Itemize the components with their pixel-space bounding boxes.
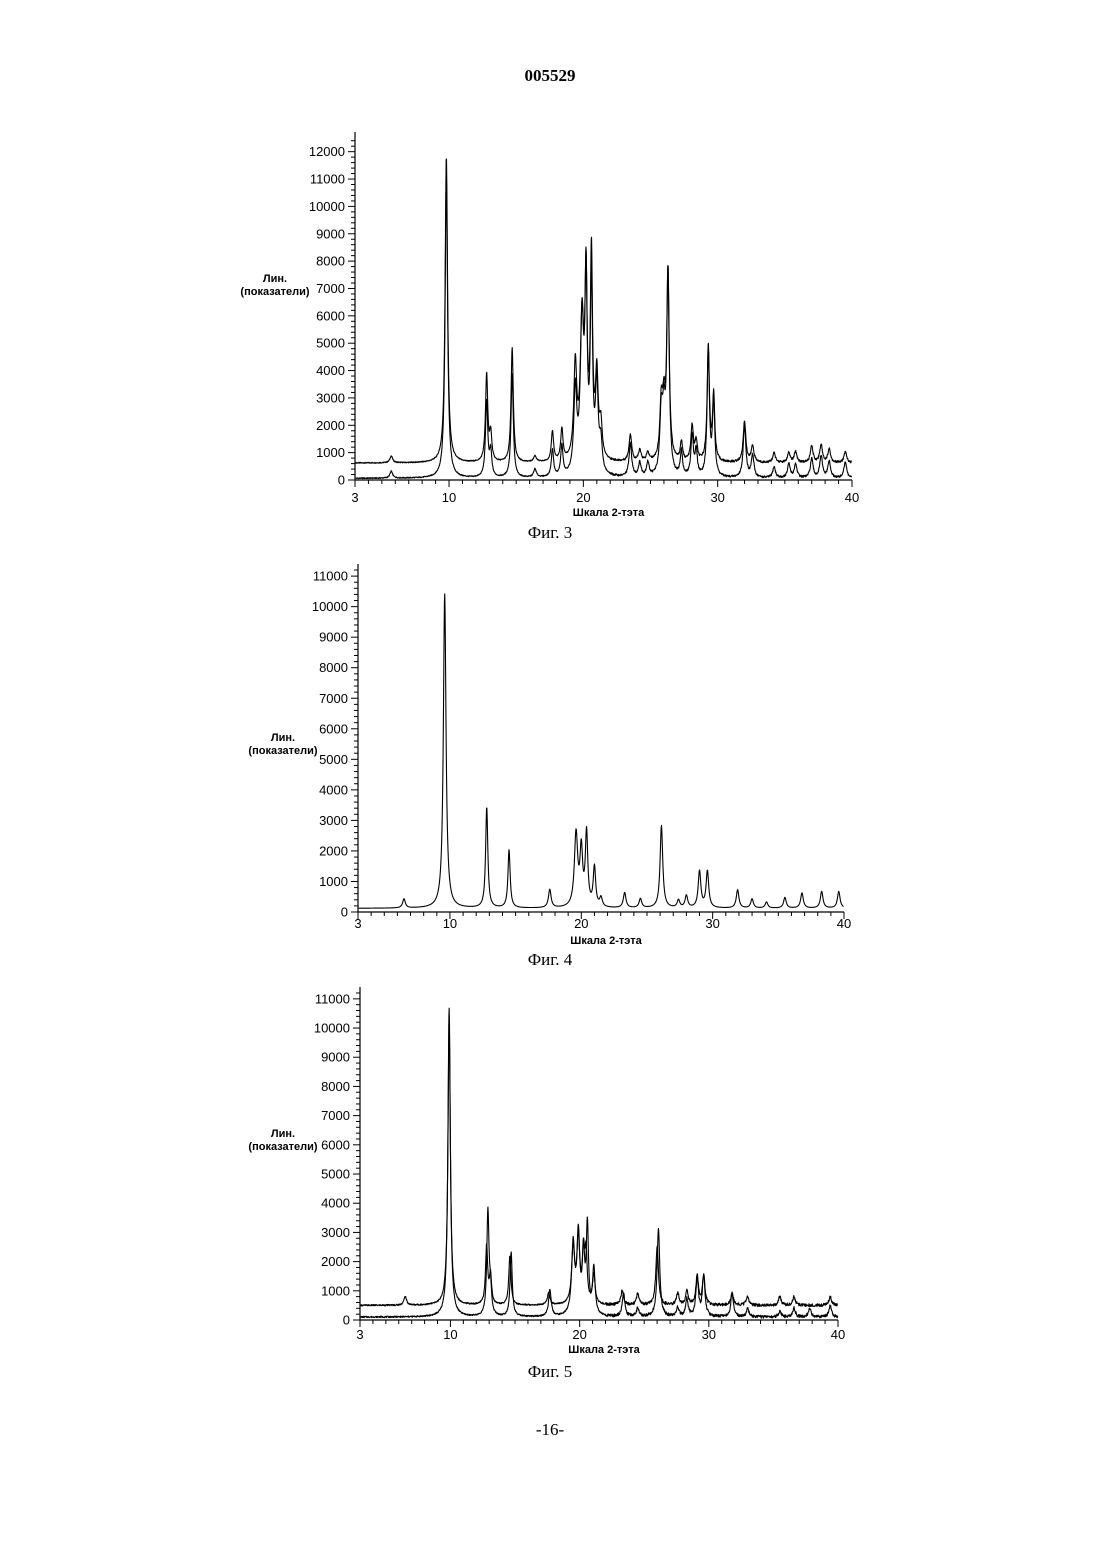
x-tick-label: 3 — [354, 916, 361, 931]
x-tick-label: 20 — [576, 490, 590, 505]
y-tick-label: 5000 — [319, 752, 348, 767]
y-tick-label: 11000 — [315, 991, 350, 1006]
y-tick-label: 6000 — [319, 721, 348, 736]
figure-caption: Фиг. 5 — [528, 1362, 573, 1381]
y-tick-label: 8000 — [319, 660, 348, 675]
x-tick-label: 10 — [443, 1327, 457, 1342]
diffraction-trace-2 — [361, 1008, 838, 1318]
y-tick-label: 0 — [343, 1313, 350, 1328]
y-axis-title: (показатели) — [248, 1141, 317, 1153]
y-tick-label: 1000 — [321, 1283, 350, 1298]
diffraction-trace-2 — [356, 180, 852, 478]
diffraction-trace-1 — [356, 159, 852, 463]
figure-caption: Фиг. 4 — [528, 950, 573, 969]
y-tick-label: 0 — [338, 473, 345, 488]
xrd-chart-fig-3: 0 1000 2000 3000 4000 5000 6000 7000 8000 9000 100… — [0, 130, 1100, 550]
x-tick-label: 20 — [572, 1327, 586, 1342]
xrd-chart-fig-5: 0 1000 2000 3000 4000 5000 6000 7000 8000 9000 100… — [0, 985, 1100, 1405]
y-tick-label: 3000 — [321, 1225, 350, 1240]
y-tick-label: 3000 — [319, 813, 348, 828]
x-axis-title: Шкала 2-тэта — [570, 935, 642, 947]
x-tick-label: 40 — [845, 490, 859, 505]
y-tick-label: 8000 — [316, 254, 345, 269]
y-tick-label: 9000 — [319, 630, 348, 645]
x-tick-label: 30 — [705, 916, 719, 931]
y-tick-label: 4000 — [316, 363, 345, 378]
y-tick-label: 10000 — [309, 199, 345, 214]
y-tick-label: 5000 — [316, 336, 345, 351]
x-tick-label: 30 — [702, 1327, 716, 1342]
y-tick-label: 7000 — [321, 1108, 350, 1123]
y-tick-label: 10000 — [312, 599, 348, 614]
y-axis-title: Лин. — [263, 273, 287, 285]
y-tick-label: 0 — [341, 905, 348, 920]
y-axis-title: (показатели) — [248, 745, 317, 757]
y-tick-label: 2000 — [316, 418, 345, 433]
y-tick-label: 4000 — [319, 782, 348, 797]
y-tick-label: 10000 — [314, 1021, 350, 1036]
xrd-chart-fig-4: 0 1000 2000 3000 4000 5000 6000 7000 8000 9000 100… — [0, 560, 1100, 980]
diffraction-trace-1 — [359, 594, 844, 908]
x-tick-label: 3 — [351, 490, 358, 505]
x-tick-label: 20 — [574, 916, 588, 931]
page-number: -16- — [0, 1420, 1100, 1440]
y-tick-label: 12000 — [309, 144, 345, 159]
figure-caption: Фиг. 3 — [528, 523, 573, 542]
y-tick-label: 8000 — [321, 1079, 350, 1094]
x-tick-label: 10 — [442, 490, 456, 505]
y-tick-label: 1000 — [316, 445, 345, 460]
y-axis-title: Лин. — [271, 1128, 295, 1140]
y-tick-label: 3000 — [316, 390, 345, 405]
y-axis-title: Лин. — [271, 732, 295, 744]
x-axis-title: Шкала 2-тэта — [573, 507, 645, 519]
x-tick-label: 30 — [710, 490, 724, 505]
y-tick-label: 6000 — [321, 1137, 350, 1152]
diffraction-trace-1 — [361, 1019, 838, 1307]
y-tick-label: 1000 — [319, 874, 348, 889]
y-tick-label: 11000 — [310, 172, 345, 187]
document-number: 005529 — [0, 66, 1100, 86]
y-tick-label: 11000 — [313, 569, 348, 584]
x-axis-title: Шкала 2-тэта — [568, 1344, 640, 1356]
x-tick-label: 3 — [356, 1327, 363, 1342]
y-tick-label: 9000 — [316, 226, 345, 241]
y-tick-label: 6000 — [316, 308, 345, 323]
x-tick-label: 10 — [443, 916, 457, 931]
y-tick-label: 4000 — [321, 1196, 350, 1211]
y-tick-label: 5000 — [321, 1167, 350, 1182]
x-tick-label: 40 — [831, 1327, 845, 1342]
x-tick-label: 40 — [837, 916, 851, 931]
y-tick-label: 7000 — [316, 281, 345, 296]
y-tick-label: 7000 — [319, 691, 348, 706]
y-tick-label: 2000 — [319, 843, 348, 858]
y-tick-label: 9000 — [321, 1050, 350, 1065]
y-tick-label: 2000 — [321, 1254, 350, 1269]
y-axis-title: (показатели) — [240, 286, 309, 298]
